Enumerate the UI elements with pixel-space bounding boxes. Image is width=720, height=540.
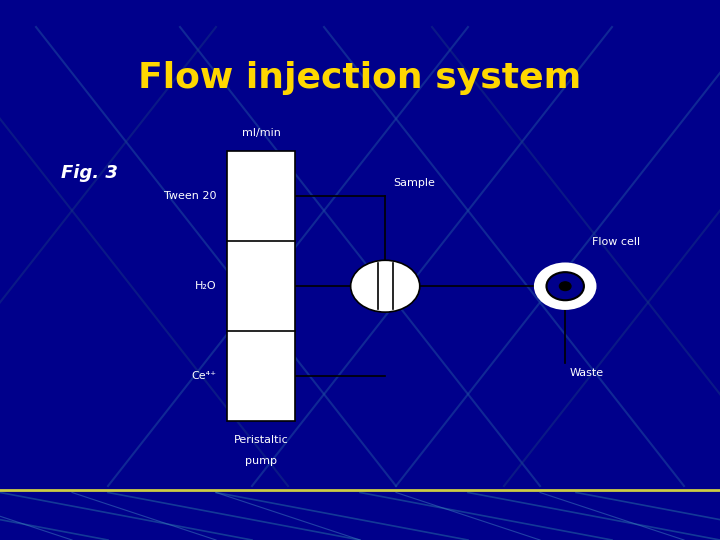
- Circle shape: [559, 282, 571, 291]
- Circle shape: [351, 260, 420, 312]
- Text: Tween 20: Tween 20: [163, 191, 216, 201]
- Text: H₂O: H₂O: [194, 281, 216, 291]
- Text: ml/min: ml/min: [242, 127, 280, 138]
- Text: Peristaltic: Peristaltic: [233, 435, 289, 445]
- Text: Fig. 3: Fig. 3: [61, 164, 118, 182]
- Text: pump: pump: [245, 456, 277, 467]
- Text: Flow injection system: Flow injection system: [138, 62, 582, 95]
- Circle shape: [535, 264, 595, 309]
- Text: Waste: Waste: [570, 368, 604, 379]
- Circle shape: [546, 272, 584, 300]
- Text: Sample: Sample: [393, 178, 435, 188]
- Text: Ce⁴⁺: Ce⁴⁺: [191, 371, 216, 381]
- Text: Flow cell: Flow cell: [592, 237, 639, 247]
- Bar: [227, 151, 295, 421]
